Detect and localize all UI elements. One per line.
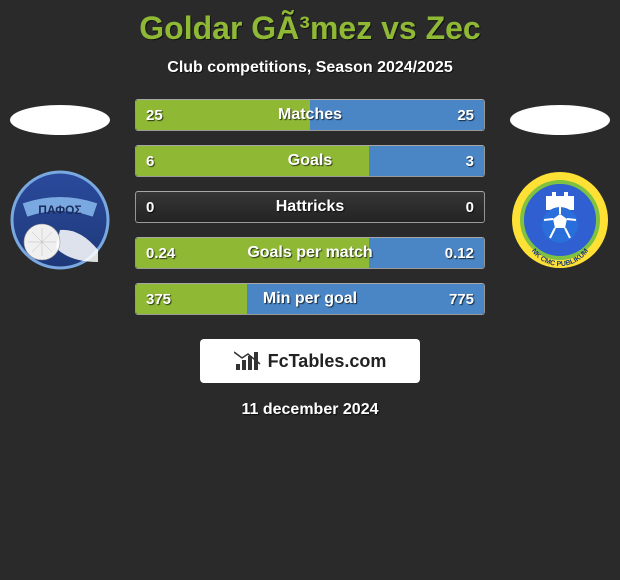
brand-text: FcTables.com [268, 351, 387, 372]
player-silhouette-right [510, 105, 610, 135]
left-column: ΠΑΦΟΣ [0, 99, 120, 275]
stat-label: Min per goal [136, 290, 484, 308]
subtitle: Club competitions, Season 2024/2025 [0, 59, 620, 77]
stats-column: 2525Matches 63Goals 00Hattricks 0.240.12Goa… [120, 99, 500, 315]
right-column: NK CMC PUBLIKUM [500, 99, 620, 275]
left-club-crest: ΠΑΦΟΣ [10, 170, 110, 275]
page-title: Goldar GÃ³mez vs Zec [0, 10, 620, 47]
svg-text:ΠΑΦΟΣ: ΠΑΦΟΣ [38, 203, 81, 217]
stat-label: Goals [136, 152, 484, 170]
player-silhouette-left [10, 105, 110, 135]
bar-chart-icon [234, 350, 262, 372]
right-club-crest: NK CMC PUBLIKUM [510, 170, 610, 275]
publikum-crest-icon: NK CMC PUBLIKUM [510, 170, 610, 270]
stat-label: Matches [136, 106, 484, 124]
pafos-crest-icon: ΠΑΦΟΣ [10, 170, 110, 270]
stat-row: 2525Matches [135, 99, 485, 131]
stat-label: Hattricks [136, 198, 484, 216]
stat-row: 00Hattricks [135, 191, 485, 223]
main-row: ΠΑΦΟΣ 2525Matches 63Goals 00Hattricks 0.240… [0, 99, 620, 315]
stat-row: 63Goals [135, 145, 485, 177]
stat-label: Goals per match [136, 244, 484, 262]
brand-badge[interactable]: FcTables.com [200, 339, 420, 383]
stat-row: 375775Min per goal [135, 283, 485, 315]
footer-date: 11 december 2024 [0, 401, 620, 419]
stat-row: 0.240.12Goals per match [135, 237, 485, 269]
comparison-card: Goldar GÃ³mez vs Zec Club competitions, … [0, 0, 620, 419]
